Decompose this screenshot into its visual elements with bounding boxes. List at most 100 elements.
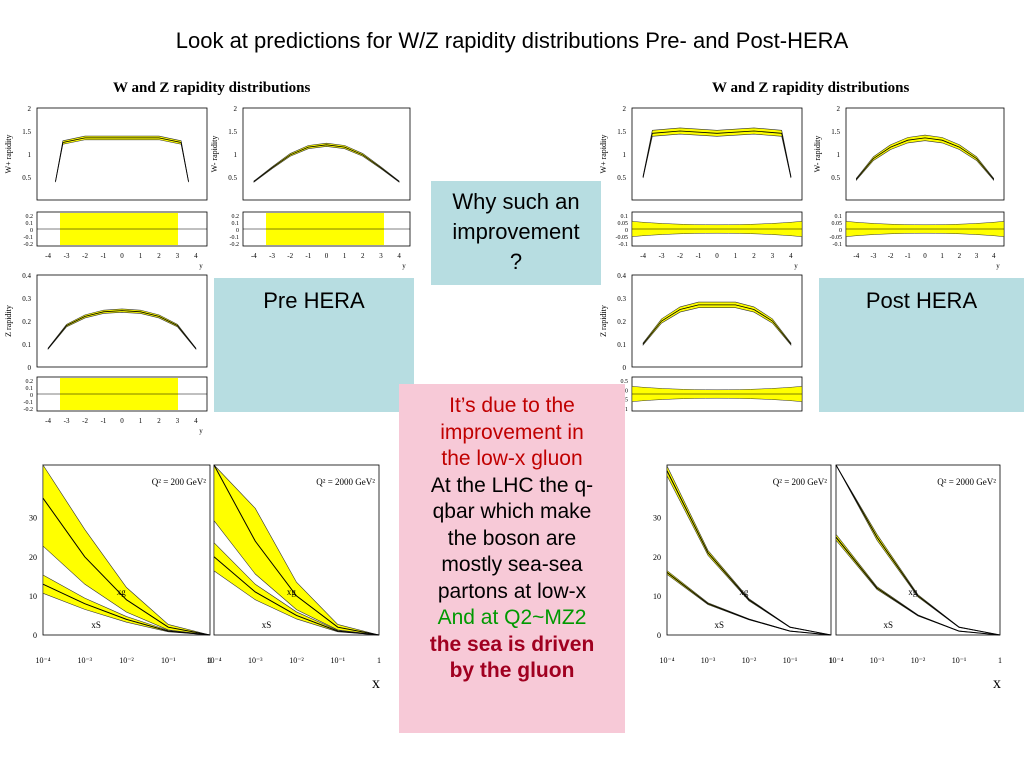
y-tick-label: 1 — [234, 151, 238, 159]
x-tick-label: 1 — [208, 656, 212, 665]
x-tick-label: 10⁻³ — [701, 656, 716, 665]
ratio-tick-label: -0.1 — [230, 235, 240, 241]
x-tick-label: 0 — [715, 252, 719, 260]
pdf-line — [213, 556, 380, 636]
x-tick-label: -4 — [853, 252, 859, 260]
question-box: Why such an improvement ? — [431, 181, 601, 285]
pdf-panel-frame — [835, 464, 1001, 636]
x-axis-label: x — [372, 675, 380, 692]
y-tick-label: 20 — [653, 553, 661, 562]
x-tick-label: -1 — [305, 252, 311, 260]
ratio-tick-label: 0 — [30, 228, 33, 234]
x-tick-label: 4 — [194, 417, 198, 425]
y-axis-label: Z rapidity — [4, 305, 13, 337]
ratio-tick-label: -0.1 — [24, 235, 34, 241]
ratio-tick-label: 0 — [839, 228, 842, 234]
explanation-line: the boson are — [447, 526, 577, 550]
x-tick-label: 10⁻² — [742, 656, 757, 665]
ratio-tick-label: -0.1 — [619, 242, 629, 248]
pre-hera-box: Pre HERA — [214, 278, 414, 412]
x-tick-label: 0 — [923, 252, 927, 260]
x-tick-label: 2 — [958, 252, 962, 260]
x-tick-label: 10⁻⁴ — [35, 656, 50, 665]
ratio-tick-label: 0.1 — [26, 386, 34, 392]
ratio-tick-label: 0 — [625, 388, 628, 394]
prediction-band — [47, 308, 197, 350]
x-tick-label: 10⁻⁴ — [659, 656, 674, 665]
explanation-box: It’s due to the improvement in the low-x… — [399, 384, 625, 733]
x-tick-label: 3 — [771, 252, 775, 260]
x-tick-label: -2 — [287, 252, 293, 260]
y-tick-label: 2 — [837, 105, 841, 113]
y-tick-label: 0.5 — [831, 174, 840, 182]
x-tick-label: 1 — [343, 252, 347, 260]
series-label: xS — [262, 620, 272, 630]
slide-title: Look at predictions for W/Z rapidity dis… — [175, 28, 849, 53]
prediction-band — [253, 142, 400, 183]
y-tick-label: 0.1 — [617, 341, 626, 349]
y-tick-label: 10 — [653, 592, 661, 601]
y-tick-label: 0 — [33, 631, 37, 640]
explanation-bold-line: by the gluon — [449, 659, 575, 682]
ratio-tick-label: -0.2 — [24, 242, 34, 248]
x-tick-label: -2 — [82, 252, 88, 260]
prediction-band — [55, 135, 189, 183]
prediction-line — [253, 144, 400, 182]
y-tick-label: 1.5 — [228, 128, 237, 136]
x-tick-label: 1 — [998, 656, 1002, 665]
y-tick-label: 20 — [29, 553, 37, 562]
explanation-red-line: It’s due to the — [449, 394, 575, 417]
main-panel-frame — [845, 107, 1005, 201]
x-tick-label: 0 — [120, 417, 124, 425]
x-tick-label: 2 — [157, 417, 161, 425]
x-tick-label: 1 — [139, 252, 143, 260]
ratio-tick-label: -0.05 — [616, 235, 629, 241]
y-tick-label: 10 — [29, 592, 37, 601]
x-tick-label: -2 — [82, 417, 88, 425]
x-tick-label: 1 — [139, 417, 143, 425]
y-tick-label: 0.5 — [617, 174, 626, 182]
x-tick-label: 0 — [120, 252, 124, 260]
x-tick-label: 2 — [157, 252, 161, 260]
ratio-tick-label: 0.2 — [232, 214, 240, 220]
prediction-line — [47, 310, 197, 349]
explanation-line: qbar which make — [432, 500, 592, 523]
x-tick-label: 4 — [397, 252, 401, 260]
main-panel-frame — [36, 274, 208, 368]
series-label: xS — [883, 620, 893, 630]
x-tick-label: -4 — [640, 252, 646, 260]
series-label: xS — [714, 620, 724, 630]
x-tick-label: 3 — [975, 252, 979, 260]
x-tick-label: -3 — [871, 252, 877, 260]
post-hera-box: Post HERA — [819, 278, 1024, 412]
pdf-line — [666, 572, 832, 636]
y-tick-label: 30 — [29, 514, 37, 523]
pdf-panel-title: Q² = 200 GeV² — [773, 477, 828, 487]
x-tick-label: -4 — [45, 252, 51, 260]
pdf-line — [835, 536, 1001, 636]
y-tick-label: 0 — [657, 631, 661, 640]
x-tick-label: 3 — [176, 417, 180, 425]
prediction-line — [642, 130, 792, 178]
post-hera-label: Post HERA — [865, 288, 978, 313]
right-figure-title: W and Z rapidity distributions — [712, 80, 910, 96]
pdf-line — [835, 464, 1001, 636]
y-tick-label: 0 — [623, 364, 627, 372]
y-tick-label: 1 — [623, 151, 627, 159]
ratio-tick-label: -0.05 — [830, 235, 843, 241]
x-tick-label: -2 — [888, 252, 894, 260]
x-tick-label: 4 — [789, 252, 793, 260]
ratio-tick-label: 0.1 — [621, 214, 629, 220]
prediction-line — [55, 137, 189, 182]
y-tick-label: 0.2 — [617, 318, 626, 326]
main-panel-frame — [631, 107, 803, 201]
y-axis-label: W+ rapidity — [4, 135, 13, 174]
main-panel-frame — [631, 274, 803, 368]
ratio-tick-label: 0.05 — [618, 221, 629, 227]
question-line: ? — [509, 249, 523, 274]
left-figure-title: W and Z rapidity distributions — [113, 80, 311, 96]
y-tick-label: 0.4 — [22, 272, 31, 280]
pdf-line — [213, 464, 380, 636]
prediction-band — [856, 134, 994, 182]
